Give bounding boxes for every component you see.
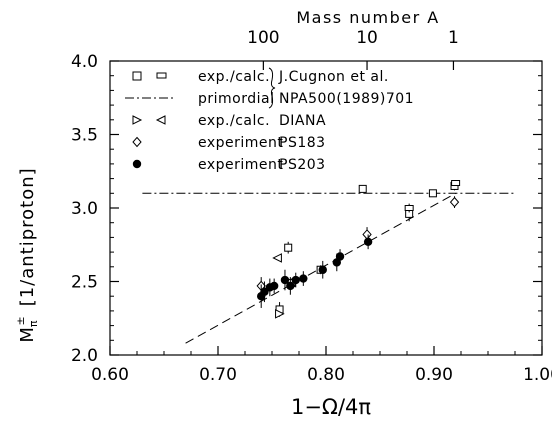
filled-circle-point xyxy=(280,275,290,285)
legend: exp./calc. J.Cugnon et al.primordial NPA50… xyxy=(125,67,414,173)
y-axis-label-sub: π xyxy=(27,320,40,327)
legend-source: PS183 xyxy=(279,135,326,151)
y-axis-label-sup: ± xyxy=(14,316,27,325)
filled-circle-point xyxy=(286,281,295,291)
y-tick-label: 2.5 xyxy=(71,273,98,293)
legend-label: experiment xyxy=(198,157,283,173)
y-tick-label: 4.0 xyxy=(71,52,98,72)
filled-circle-point xyxy=(363,237,373,247)
square-point xyxy=(428,189,437,198)
legend-entry: primordial NPA500(1989)701 xyxy=(125,91,414,107)
filled-circle-point xyxy=(299,274,308,283)
filled-circle-point xyxy=(269,281,279,291)
top-tick-label: 10 xyxy=(356,28,378,48)
top-axis-label: Mass number A xyxy=(296,8,439,27)
x-tick-label: 0.70 xyxy=(199,365,237,385)
square-point xyxy=(358,184,367,193)
legend-diamond xyxy=(132,136,142,148)
legend-triangle-right xyxy=(132,115,143,125)
x-tick-label: 0.60 xyxy=(91,365,129,385)
triangle-point xyxy=(275,309,285,319)
filled-circle-point xyxy=(291,275,300,285)
legend-filled-circle xyxy=(132,159,142,169)
legend-entry: exp./calc. J.Cugnon et al. xyxy=(132,69,389,85)
x-tick-label: 1.00 xyxy=(523,365,552,385)
filled-circle-point xyxy=(335,252,345,261)
square-point xyxy=(284,243,293,252)
y-tick-label: 3.5 xyxy=(71,126,98,146)
legend-label: experiment xyxy=(198,135,283,151)
top-tick-label: 100 xyxy=(247,28,279,48)
legend-brace xyxy=(268,67,276,109)
filled-circle-point xyxy=(318,265,327,274)
x-tick-label: 0.80 xyxy=(307,365,345,385)
y-axis-label: Mπ±[1/antiproton] xyxy=(14,167,40,342)
legend-triangle-left xyxy=(155,115,166,125)
legend-source: PS203 xyxy=(279,157,326,173)
rect-point xyxy=(404,205,414,211)
rect-point xyxy=(451,180,461,187)
legend-source: NPA500(1989)701 xyxy=(279,91,414,107)
plot-area: 0.60 0.70 0.80 0.90 1.00 2.0 2.5 3.0 3.5 4.0 100 10… xyxy=(71,28,552,385)
legend-rect xyxy=(156,72,167,79)
x-axis-label: 1−Ω/4π xyxy=(291,395,371,419)
legend-source: J.Cugnon et al. xyxy=(278,69,389,85)
legend-square xyxy=(132,71,142,81)
x-tick-label: 0.90 xyxy=(415,365,453,385)
diamond-point xyxy=(449,196,460,208)
legend-label: exp./calc. xyxy=(198,113,270,129)
legend-source: DIANA xyxy=(279,113,326,129)
triangle-point xyxy=(272,253,282,263)
legend-label: exp./calc. xyxy=(198,69,270,85)
y-tick-label: 2.0 xyxy=(71,346,98,366)
legend-entry: exp./calc. DIANA xyxy=(132,113,326,129)
legend-label: primordial xyxy=(198,91,275,107)
top-tick-label: 1 xyxy=(448,28,459,48)
y-tick-label: 3.0 xyxy=(71,199,98,219)
diamond-point xyxy=(362,229,372,240)
